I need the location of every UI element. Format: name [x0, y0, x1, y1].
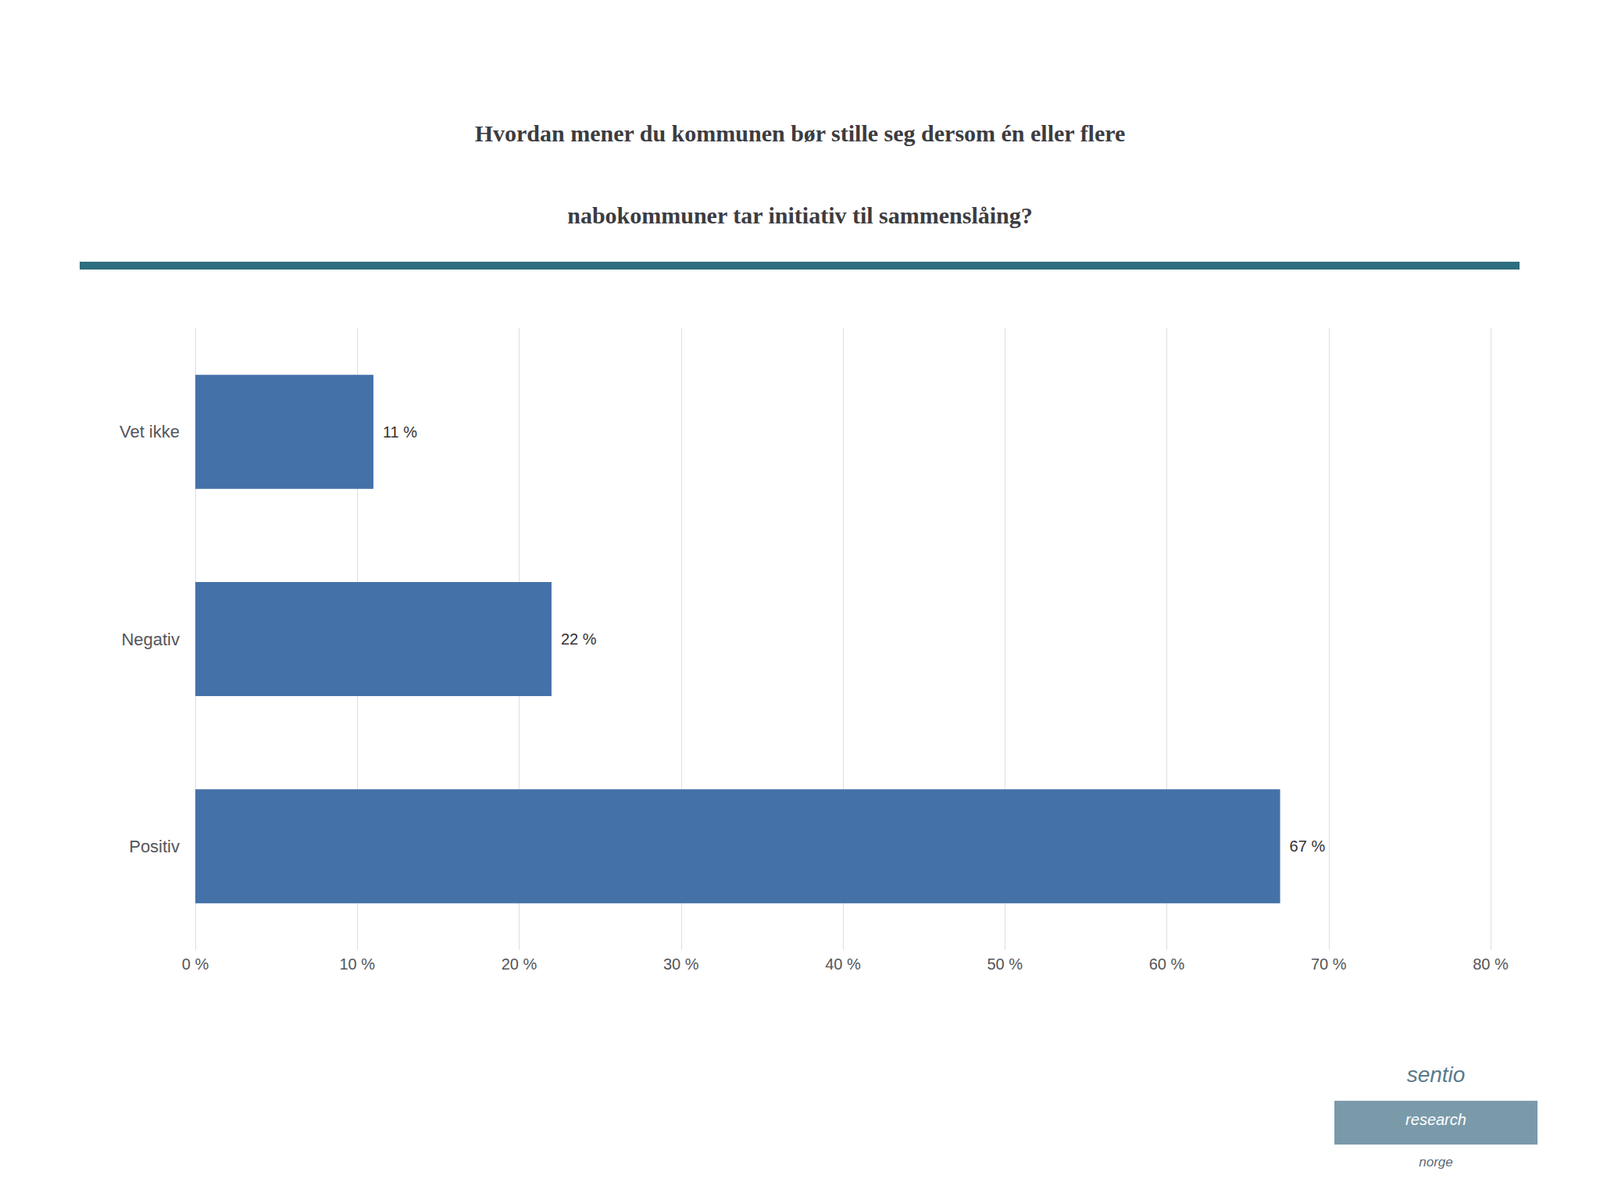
svg-text:70 %: 70 %	[1310, 955, 1347, 973]
svg-text:Negativ: Negativ	[121, 629, 180, 650]
svg-text:Hvordan mener du kommunen bør: Hvordan mener du kommunen bør stille seg…	[475, 120, 1126, 147]
svg-text:20 %: 20 %	[501, 955, 538, 973]
svg-text:80 %: 80 %	[1472, 955, 1509, 973]
svg-text:30 %: 30 %	[663, 955, 700, 973]
svg-text:10 %: 10 %	[339, 955, 375, 973]
svg-text:60 %: 60 %	[1149, 955, 1186, 973]
svg-text:nabokommuner tar initiativ til: nabokommuner tar initiativ til sammenslå…	[567, 202, 1033, 229]
svg-text:11 %: 11 %	[382, 423, 418, 441]
svg-text:0 %: 0 %	[182, 955, 210, 973]
svg-text:22 %: 22 %	[560, 630, 597, 648]
svg-text:Positiv: Positiv	[128, 836, 180, 857]
svg-text:norge: norge	[1418, 1154, 1453, 1170]
svg-text:research: research	[1405, 1110, 1467, 1129]
svg-text:50 %: 50 %	[986, 955, 1023, 973]
svg-text:40 %: 40 %	[825, 955, 861, 973]
svg-text:sentio: sentio	[1407, 1062, 1466, 1087]
svg-text:67 %: 67 %	[1289, 837, 1326, 855]
svg-text:Vet ikke: Vet ikke	[119, 421, 180, 442]
